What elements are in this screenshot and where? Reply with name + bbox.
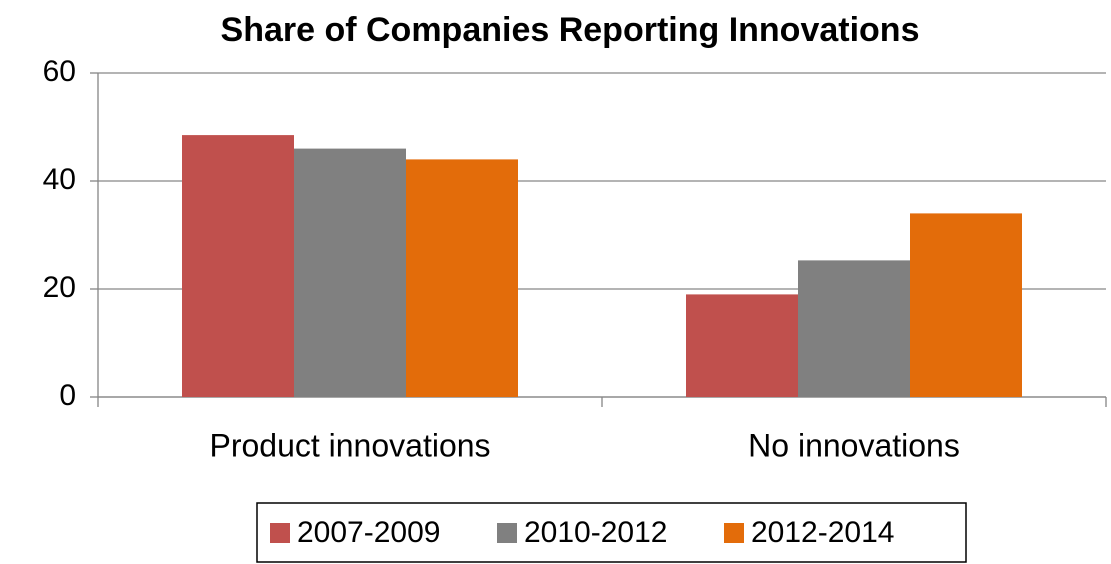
- legend-label: 2007-2009: [297, 516, 440, 549]
- bar: [182, 135, 294, 397]
- bar: [686, 294, 798, 397]
- y-tick-label: 60: [43, 55, 76, 88]
- y-tick-label: 20: [43, 271, 76, 304]
- chart-title: Share of Companies Reporting Innovations: [221, 11, 920, 49]
- bar: [910, 213, 1022, 397]
- legend-swatch: [724, 523, 744, 543]
- bar: [294, 148, 406, 397]
- legend-swatch: [497, 523, 517, 543]
- y-tick-label: 0: [59, 379, 76, 412]
- legend-label: 2010-2012: [524, 516, 667, 549]
- x-tick-label: No innovations: [748, 427, 960, 463]
- bar: [798, 260, 910, 397]
- legend-box: [256, 502, 967, 563]
- y-tick-label: 40: [43, 163, 76, 196]
- x-tick-label: Product innovations: [209, 427, 490, 463]
- legend-swatch: [270, 523, 290, 543]
- bar: [406, 159, 518, 397]
- legend-label: 2012-2014: [751, 516, 894, 549]
